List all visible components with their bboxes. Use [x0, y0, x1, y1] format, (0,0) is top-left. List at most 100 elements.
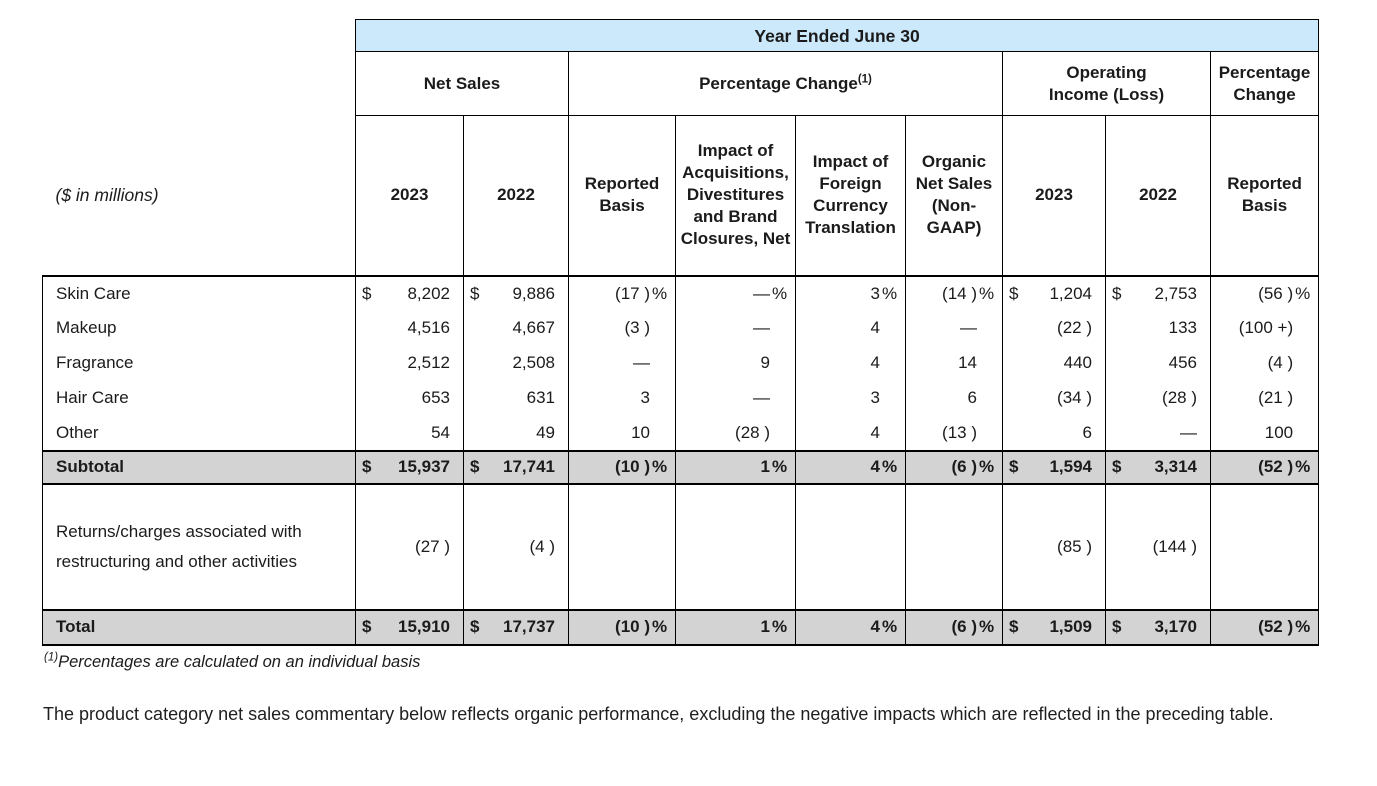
- data-cell: (100 +): [1209, 310, 1320, 346]
- cell-content: 3: [569, 388, 675, 408]
- cell-value: (14 ): [942, 283, 977, 303]
- table-row-fragrance: Fragrance 2,512 2,508 — 9 4 14 440 456 (4 ): [42, 345, 1320, 381]
- table-row-other: Other 54 49 10 (28 ) 4 (13 ) 6 — 100: [42, 415, 1320, 451]
- row-label: Makeup: [42, 310, 356, 346]
- data-cell: (28 ): [675, 415, 796, 451]
- dollar-sign: $: [362, 283, 372, 303]
- cell-content: (34 ): [1003, 388, 1105, 408]
- cell-content: —: [1106, 423, 1210, 443]
- cell-value: 4: [870, 457, 880, 476]
- cell-value: 100: [1264, 422, 1294, 442]
- cell-value: 54: [431, 422, 450, 442]
- data-cell: 100: [1209, 415, 1320, 451]
- page: Year Ended June 30 Net Sales Percentage …: [42, 19, 1320, 724]
- cell-value: (144 ): [1152, 536, 1197, 556]
- row-label: Other: [42, 415, 356, 451]
- column-header-pct-reported-basis: Reported Basis: [1209, 115, 1320, 276]
- column-header-row: ($ in millions) 2023 2022 Reported Basis…: [42, 115, 1320, 276]
- unit-label: ($ in millions): [42, 115, 356, 276]
- percent-sign: %: [772, 617, 788, 636]
- percent-sign: %: [772, 283, 788, 303]
- data-cell: (4 ): [463, 483, 569, 610]
- cell-value: —: [753, 388, 770, 407]
- cell-value: 3,170: [1154, 617, 1197, 636]
- dollar-sign: $: [362, 617, 372, 636]
- group-header-operating-income: Operating Income (Loss): [1002, 51, 1211, 116]
- cell-value: 1,594: [1049, 457, 1092, 476]
- cell-content: —: [569, 353, 675, 373]
- data-cell: 2,512: [355, 345, 464, 381]
- cell-content: $1,204: [1003, 284, 1105, 304]
- data-cell: $1,204: [1002, 274, 1106, 311]
- data-cell: —: [568, 345, 676, 381]
- dollar-sign: $: [1009, 617, 1019, 636]
- data-cell: 440: [1002, 345, 1106, 381]
- cell-value: (6 ): [951, 617, 978, 636]
- cell-value: 17,737: [503, 617, 555, 636]
- percent-sign: %: [979, 457, 995, 476]
- column-header-impact-currency: Impact of Foreign Currency Translation: [795, 115, 906, 276]
- data-cell: 1%: [675, 608, 796, 646]
- data-cell: 9: [675, 345, 796, 381]
- footnote-ref: (1): [857, 72, 872, 85]
- dollar-sign: $: [1112, 617, 1122, 636]
- cell-value: (10 ): [615, 617, 650, 636]
- cell-value: 2,508: [512, 353, 555, 372]
- data-cell: 4,516: [355, 310, 464, 346]
- percent-sign: %: [652, 457, 668, 476]
- cell-content: 6: [906, 388, 1002, 408]
- cell-content: $3,314: [1106, 457, 1210, 477]
- dollar-sign: $: [1112, 283, 1122, 303]
- cell-value: 4: [870, 353, 880, 372]
- cell-content: (3 ): [569, 318, 675, 338]
- table-row-returnscharges: Returns/charges associated with restruct…: [42, 483, 1320, 610]
- column-header-oi-2022: 2022: [1105, 115, 1211, 276]
- data-cell: —%: [675, 274, 796, 311]
- percent-sign: %: [882, 457, 898, 476]
- row-label: Skin Care: [42, 274, 356, 311]
- percent-sign: %: [1295, 617, 1311, 636]
- cell-content: $2,753: [1106, 284, 1210, 304]
- cell-content: (85 ): [1003, 537, 1105, 557]
- cell-value: —: [960, 318, 977, 337]
- cell-content: 49: [464, 423, 568, 443]
- data-cell: (6 )%: [905, 449, 1003, 485]
- cell-content: (27 ): [356, 537, 463, 557]
- table-header: Year Ended June 30 Net Sales Percentage …: [42, 19, 1320, 276]
- cell-content: 6: [1003, 423, 1105, 443]
- table-row-subtotal: Subtotal $15,937 $17,741 (10 )% 1% 4% (6 )% $1,…: [42, 449, 1320, 485]
- data-cell: $17,741: [463, 449, 569, 485]
- cell-content: —%: [676, 284, 795, 304]
- cell-value: 1,509: [1049, 617, 1092, 636]
- cell-content: 54: [356, 423, 463, 443]
- cell-value: (10 ): [615, 457, 650, 476]
- data-cell: (52 )%: [1209, 608, 1320, 646]
- cell-content: (17 )%: [569, 284, 675, 304]
- data-cell: 4%: [795, 608, 906, 646]
- cell-content: $8,202: [356, 284, 463, 304]
- data-cell: 6: [1002, 415, 1106, 451]
- cell-value: (3 ): [624, 318, 651, 337]
- data-cell: $3,314: [1105, 449, 1211, 485]
- cell-value: 6: [967, 388, 977, 407]
- cell-content: 9: [676, 353, 795, 373]
- cell-value: 4: [870, 318, 880, 337]
- table-row-makeup: Makeup 4,516 4,667 (3 ) — 4 — (22 ) 133 (100 +): [42, 310, 1320, 346]
- cell-value: (6 ): [951, 457, 978, 476]
- header-spacer: [42, 19, 356, 52]
- cell-content: 2,508: [464, 353, 568, 373]
- data-cell: (14 )%: [905, 274, 1003, 311]
- group-header-percentage-change: Percentage Change(1): [568, 51, 1003, 116]
- banner-row: Year Ended June 30: [42, 19, 1320, 52]
- group-label-line: Operating: [1066, 62, 1147, 82]
- dollar-sign: $: [362, 457, 372, 476]
- cell-value: (27 ): [415, 536, 450, 556]
- percent-sign: %: [652, 617, 668, 636]
- cell-value: (28 ): [735, 422, 770, 442]
- data-cell: $3,170: [1105, 608, 1211, 646]
- cell-content: 1%: [676, 617, 795, 637]
- cell-content: (6 )%: [906, 457, 1002, 477]
- cell-value: (52 ): [1258, 617, 1294, 636]
- group-header-row: Net Sales Percentage Change(1) Operating…: [42, 51, 1320, 116]
- data-cell: 4: [795, 345, 906, 381]
